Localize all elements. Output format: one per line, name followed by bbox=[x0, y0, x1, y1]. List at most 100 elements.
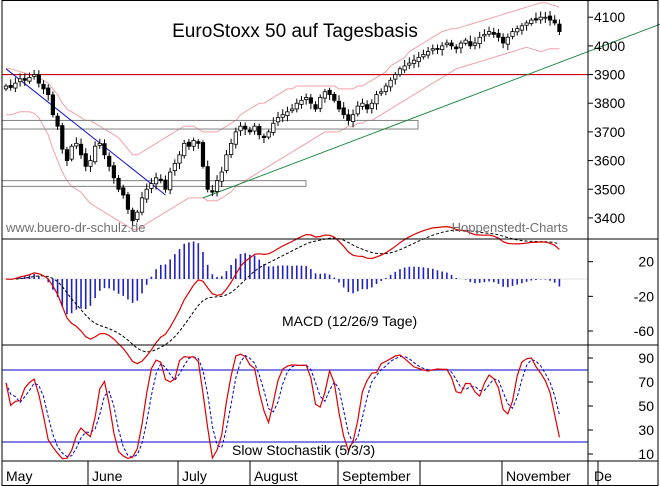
candle bbox=[402, 59, 407, 74]
candle-body bbox=[111, 165, 116, 179]
stoch-label: Slow Stochastik (5/3/3) bbox=[232, 442, 375, 458]
stochastic-panel bbox=[2, 353, 588, 460]
candle bbox=[60, 122, 65, 154]
month-label: September bbox=[342, 468, 411, 484]
candle-body bbox=[177, 154, 182, 164]
candle bbox=[421, 49, 426, 60]
candle-body bbox=[200, 142, 206, 167]
candle bbox=[69, 143, 74, 162]
candle bbox=[416, 52, 421, 68]
candle bbox=[182, 139, 187, 159]
candle-body bbox=[327, 89, 332, 96]
candle-body bbox=[322, 91, 328, 99]
candle bbox=[304, 93, 309, 105]
candle-body bbox=[397, 68, 403, 75]
y-tick-label: 3500 bbox=[594, 181, 625, 197]
bollinger-upper bbox=[6, 2, 560, 156]
candle bbox=[219, 166, 224, 187]
candle bbox=[102, 139, 107, 160]
candle bbox=[407, 57, 412, 70]
candle bbox=[177, 151, 182, 170]
candle-body bbox=[257, 126, 262, 136]
trend-lines bbox=[2, 23, 660, 199]
candle-body bbox=[285, 111, 290, 116]
candle bbox=[121, 184, 126, 199]
stoch-tick-label: 50 bbox=[638, 398, 654, 414]
candle bbox=[308, 94, 313, 110]
candle-body bbox=[336, 100, 342, 110]
candle bbox=[252, 123, 257, 135]
candle-body bbox=[50, 94, 56, 116]
candle bbox=[435, 44, 440, 54]
candle bbox=[196, 139, 201, 149]
candle bbox=[116, 174, 121, 193]
macd-line bbox=[5, 225, 560, 365]
candle bbox=[524, 20, 529, 31]
candle-body bbox=[60, 125, 65, 150]
candle bbox=[482, 29, 487, 42]
candle bbox=[519, 22, 525, 35]
candle bbox=[365, 100, 370, 114]
candle bbox=[64, 147, 70, 167]
candle bbox=[322, 88, 328, 103]
month-label: De bbox=[594, 468, 612, 484]
candle bbox=[168, 167, 173, 195]
candle-body bbox=[547, 15, 553, 21]
candle-body bbox=[139, 197, 145, 213]
candle bbox=[294, 98, 299, 113]
candle-body bbox=[435, 48, 440, 50]
y-tick-label: 3900 bbox=[594, 67, 625, 83]
candle-body bbox=[149, 183, 154, 189]
candle-body bbox=[130, 209, 135, 222]
candle-body bbox=[529, 19, 534, 24]
candle-body bbox=[299, 99, 304, 105]
candle bbox=[271, 117, 276, 136]
candle-body bbox=[69, 145, 74, 160]
candle bbox=[510, 28, 515, 40]
candle-body bbox=[557, 23, 562, 32]
candle-body bbox=[374, 94, 379, 105]
candle-body bbox=[308, 97, 313, 104]
axis-labels: 3400 3500 3600 3700 3800 3900 4000 4100 20 -20 -60… bbox=[6, 9, 654, 486]
candle bbox=[93, 141, 98, 165]
candle bbox=[393, 71, 398, 85]
candle bbox=[529, 17, 534, 26]
y-tick-label: 4000 bbox=[594, 38, 625, 54]
candle-body bbox=[341, 107, 346, 116]
candle-body bbox=[238, 125, 243, 132]
candle bbox=[547, 10, 553, 26]
candle bbox=[17, 73, 23, 87]
candle-body bbox=[355, 105, 360, 115]
candle-body bbox=[64, 149, 70, 161]
candle-body bbox=[46, 87, 51, 96]
candle bbox=[411, 54, 417, 69]
candle-body bbox=[454, 46, 459, 50]
candle-body bbox=[182, 142, 187, 157]
month-label: May bbox=[6, 468, 32, 484]
candle-body bbox=[365, 104, 370, 110]
candle bbox=[172, 159, 177, 176]
candle bbox=[463, 37, 468, 46]
candle bbox=[36, 70, 41, 88]
candle-body bbox=[472, 42, 478, 46]
candle bbox=[149, 178, 154, 194]
candle-body bbox=[32, 74, 37, 77]
candle bbox=[285, 106, 290, 122]
candle bbox=[360, 98, 365, 110]
candle bbox=[163, 175, 168, 193]
stoch-k-line bbox=[5, 353, 560, 460]
candle-body bbox=[449, 42, 454, 47]
candle-body bbox=[144, 188, 149, 200]
candle-body bbox=[229, 142, 234, 155]
candle-body bbox=[440, 45, 445, 51]
candle-body bbox=[482, 34, 487, 37]
candle-body bbox=[102, 143, 107, 156]
candle bbox=[8, 79, 13, 91]
candle-body bbox=[501, 36, 506, 44]
candle-body bbox=[515, 28, 520, 33]
candle bbox=[55, 112, 60, 130]
candle bbox=[243, 122, 248, 136]
candle-body bbox=[458, 42, 464, 49]
candle-body bbox=[294, 102, 299, 110]
